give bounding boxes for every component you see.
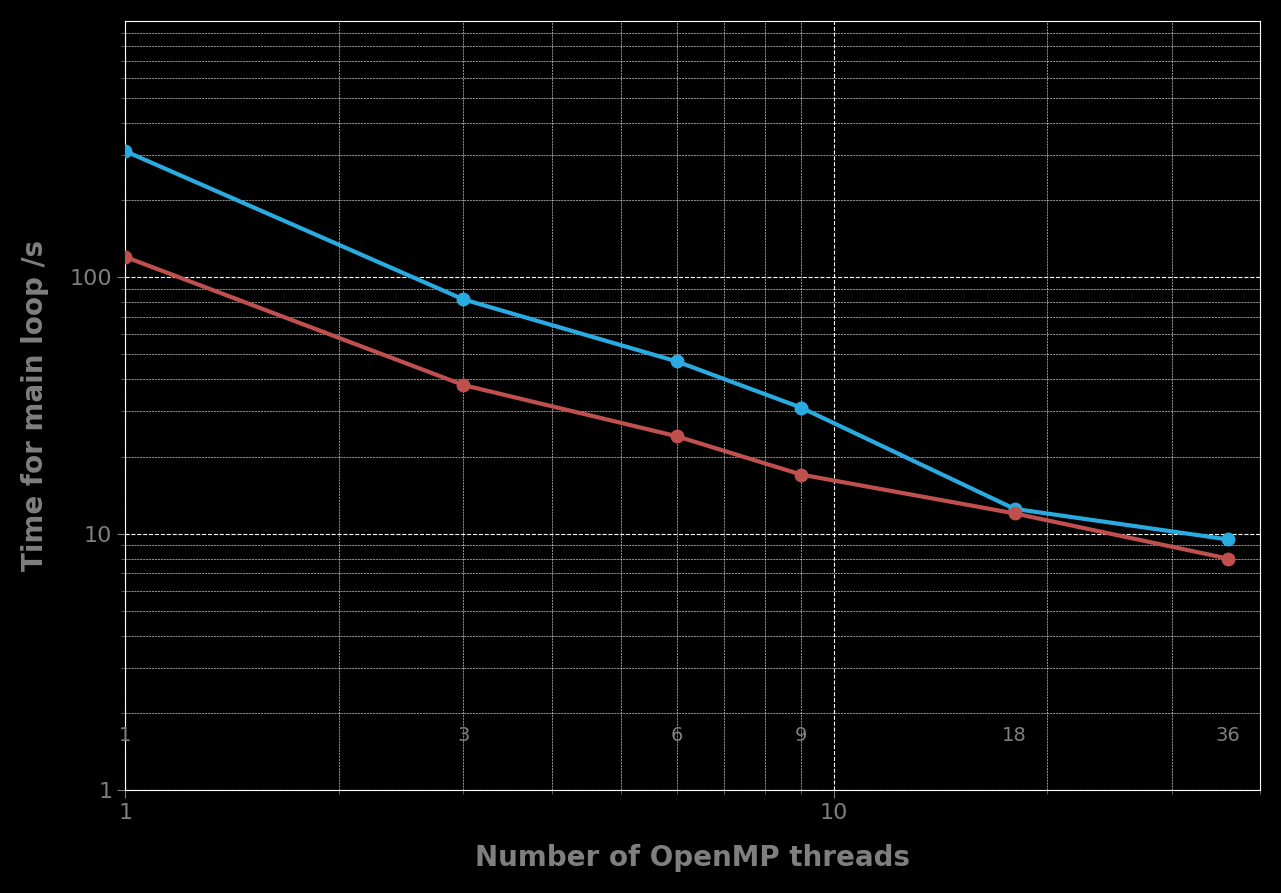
Text: 1: 1 xyxy=(119,726,132,745)
Text: 3: 3 xyxy=(457,726,470,745)
Text: 6: 6 xyxy=(670,726,683,745)
Text: 9: 9 xyxy=(796,726,807,745)
Y-axis label: Time for main loop /s: Time for main loop /s xyxy=(20,240,49,571)
Text: 36: 36 xyxy=(1216,726,1240,745)
Text: 18: 18 xyxy=(1002,726,1027,745)
X-axis label: Number of OpenMP threads: Number of OpenMP threads xyxy=(475,844,911,872)
